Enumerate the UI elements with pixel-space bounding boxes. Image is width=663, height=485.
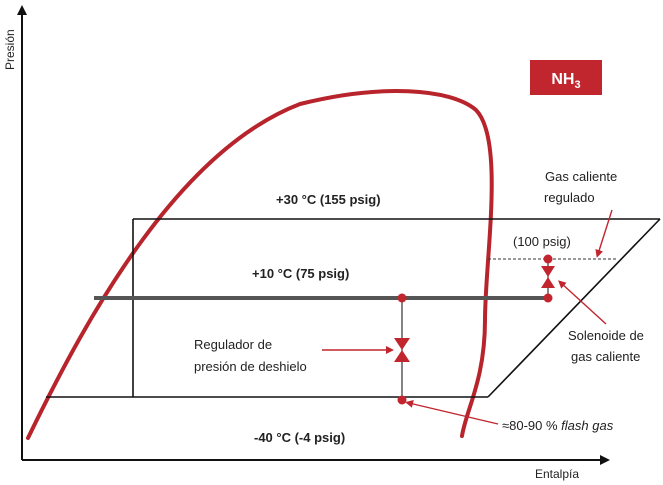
solenoid-label-line1: Solenoide de [568,328,644,343]
hot-gas-label-line1: Gas caliente [545,169,617,184]
solenoid-label-line2: gas caliente [571,349,640,364]
flash-gas-pointer [405,400,499,425]
regulator-top-dot [397,293,407,303]
x-axis-label: Entalpía [535,467,579,481]
solenoid-top-dot [543,254,553,264]
regulator-label-line1: Regulador de [194,337,272,352]
nh3-badge [530,60,602,95]
solenoid-valve-icon [541,266,555,288]
flash-gas-label: ≈80-90 % flash gas [502,418,614,433]
hot-gas-pointer [595,209,613,258]
compression-line [487,218,661,398]
regulator-bottom-dot [397,395,407,405]
psig-100-label: (100 psig) [513,234,571,249]
nh3-badge-text: NH3 [551,71,580,91]
solenoid-pointer [558,280,607,325]
solenoid-bottom-dot [543,293,553,303]
level-high-label: +30 °C (155 psig) [276,192,381,207]
regulator-label-line2: presión de deshielo [194,359,307,374]
hot-gas-label-line2: regulado [544,190,595,205]
regulator-valve-icon [394,338,410,362]
saturation-dome-curve [26,89,494,440]
level-mid-label: +10 °C (75 psig) [252,266,349,281]
y-axis-label: Presión [3,29,17,70]
level-low-label: -40 °C (-4 psig) [254,430,345,445]
